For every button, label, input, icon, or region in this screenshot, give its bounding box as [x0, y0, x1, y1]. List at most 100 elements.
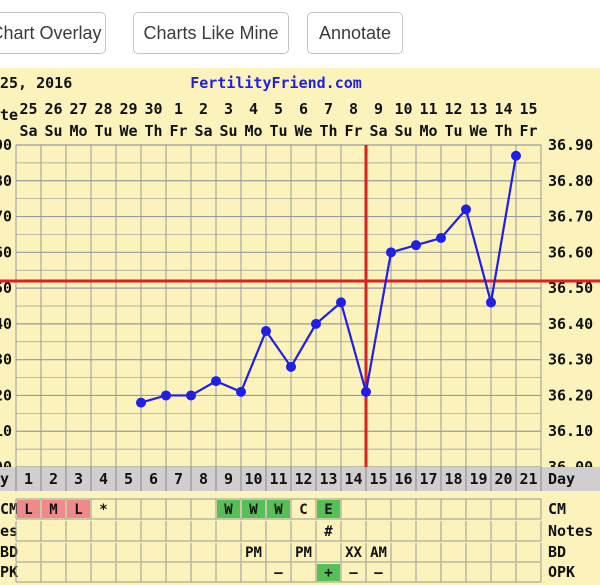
temperature-point — [436, 233, 446, 244]
row-cell-text: L — [24, 502, 32, 518]
date-row-label: te — [0, 106, 18, 124]
date-label: 27 — [69, 100, 87, 118]
weekday-label: We — [294, 122, 312, 140]
cycle-day-number: 14 — [344, 470, 362, 488]
date-label: 15 — [519, 100, 537, 118]
row-label-right: BD — [548, 543, 566, 561]
temperature-point — [161, 390, 171, 401]
date-label: 5 — [274, 100, 283, 118]
date-label: 10 — [394, 100, 412, 118]
weekday-label: Fr — [519, 122, 537, 140]
cycle-day-number: 10 — [244, 470, 262, 488]
date-label: 7 — [324, 100, 333, 118]
date-label: 1 — [174, 100, 183, 118]
date-label: 9 — [374, 100, 383, 118]
cycle-day-number: 8 — [199, 470, 208, 488]
y-tick-label-left: 50 — [0, 279, 12, 297]
temperature-point — [486, 297, 496, 308]
row-cell-text: + — [324, 565, 332, 581]
cycle-day-number: 21 — [519, 470, 537, 488]
temperature-line — [140, 155, 518, 404]
row-cell-text: AM — [370, 545, 387, 561]
row-cell-text: – — [374, 565, 383, 581]
charts-like-mine-button[interactable]: Charts Like Mine — [133, 12, 289, 54]
fertility-chart: 25, 2016 FertilityFriend.com te 25 Sa 2 6 Su 27 M… — [0, 68, 600, 585]
date-label: 14 — [494, 100, 512, 118]
row-cell-fill — [317, 500, 340, 518]
date-label: 29 — [119, 100, 137, 118]
temperature-point — [261, 326, 271, 337]
cycle-day-number: 6 — [149, 470, 158, 488]
date-label: 25 — [19, 100, 37, 118]
row-cell-text: – — [349, 565, 358, 581]
temperature-point — [361, 386, 371, 397]
row-cell-fill — [242, 500, 265, 518]
weekday-label: Tu — [94, 122, 112, 140]
weekday-label: Th — [144, 122, 162, 140]
y-tick-label-right: 36.10 — [548, 422, 593, 440]
y-tick-label-left: 70 — [0, 208, 12, 226]
row-label-left: BD — [0, 543, 18, 561]
temperature-point — [236, 386, 246, 397]
row-cell-text: W — [249, 502, 258, 518]
temperature-point — [461, 204, 471, 215]
date-label: 11 — [419, 100, 437, 118]
weekday-label: We — [469, 122, 487, 140]
row-cell-fill — [317, 564, 340, 581]
y-tick-label-right: 36.70 — [548, 208, 593, 226]
row-cell-text: * — [99, 502, 107, 518]
weekday-label: Sa — [19, 122, 37, 140]
cycle-day-number: 16 — [394, 470, 412, 488]
date-label: 28 — [94, 100, 112, 118]
row-cell-text: # — [324, 524, 333, 540]
cycle-day-number: 4 — [99, 470, 108, 488]
cycle-day-label-right: Day — [548, 470, 575, 488]
weekday-label: Fr — [169, 122, 187, 140]
temperature-point — [186, 390, 196, 401]
y-tick-label-right: 36.40 — [548, 315, 593, 333]
temperature-point — [286, 361, 296, 372]
row-label-left: es — [0, 522, 18, 540]
row-cell-text: W — [224, 502, 233, 518]
y-tick-label-right: 36.60 — [548, 243, 593, 261]
date-label: 8 — [349, 100, 358, 118]
weekday-label: Th — [494, 122, 512, 140]
row-cell-text: PM — [295, 545, 312, 561]
row-cell-fill — [17, 500, 40, 518]
cycle-day-band — [0, 467, 600, 491]
weekday-label: Su — [44, 122, 62, 140]
y-tick-label-right: 36.90 — [548, 136, 593, 154]
cycle-day-number: 17 — [419, 470, 437, 488]
annotate-button[interactable]: Annotate — [307, 12, 403, 54]
cycle-day-number: 15 — [369, 470, 387, 488]
date-label: 2 — [199, 100, 208, 118]
cycle-day-label-left: y — [0, 470, 9, 488]
date-label: 12 — [444, 100, 462, 118]
header-date: 25, 2016 — [0, 74, 72, 92]
chart-overlay-button[interactable]: Chart Overlay — [0, 12, 106, 54]
row-cell-text: – — [274, 565, 283, 581]
row-cell-text: XX — [345, 545, 362, 561]
weekday-label: Mo — [244, 122, 262, 140]
row-cell-text: M — [49, 502, 57, 518]
date-label: 6 — [299, 100, 308, 118]
weekday-label: Su — [219, 122, 237, 140]
weekday-label: Mo — [419, 122, 437, 140]
temperature-point — [136, 397, 146, 408]
website-label: FertilityFriend.com — [190, 74, 362, 92]
y-tick-label-right: 36.20 — [548, 386, 593, 404]
y-tick-label-left: 90 — [0, 136, 12, 154]
weekday-label: Sa — [194, 122, 212, 140]
y-tick-label-left: 60 — [0, 243, 12, 261]
weekday-label: Mo — [69, 122, 87, 140]
cycle-day-number: 12 — [294, 470, 312, 488]
row-label-right: OPK — [548, 563, 575, 581]
chart-toolbar: Chart Overlay Charts Like Mine Annotate — [0, 0, 600, 68]
row-label-left: PK — [0, 563, 18, 581]
cycle-day-number: 9 — [224, 470, 233, 488]
cycle-day-number: 20 — [494, 470, 512, 488]
y-tick-label-right: 36.50 — [548, 279, 593, 297]
cycle-day-number: 7 — [174, 470, 183, 488]
temperature-point — [411, 240, 421, 251]
temperature-point — [336, 297, 346, 308]
